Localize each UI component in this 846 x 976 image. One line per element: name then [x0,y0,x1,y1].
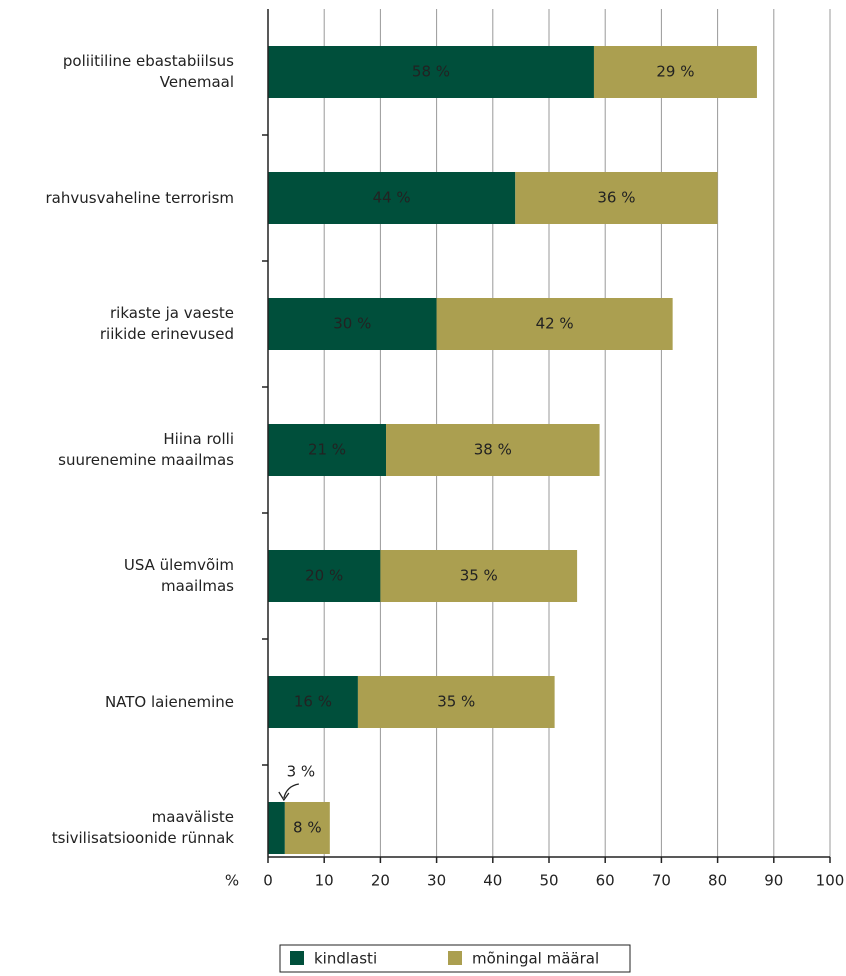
category-label: NATO laienemine [104,692,234,711]
value-label: 35 % [437,693,475,711]
bar-segment [386,424,600,476]
x-tick-label: 90 [764,872,783,890]
bar-segment [268,676,358,728]
value-label: 3 % [287,763,316,781]
bar-segment [268,172,516,224]
value-label: 36 % [597,189,635,207]
value-label: 29 % [656,63,694,81]
bar-segment [268,550,381,602]
x-tick-label: 10 [315,872,334,890]
x-tick-label: 100 [816,872,845,890]
bar-segment [357,676,555,728]
category-label: maaväliste tsivilisatsioonide rünnak [51,808,234,847]
annotation-arrow [283,783,299,799]
value-label: 44 % [373,189,411,207]
value-label: 35 % [460,567,498,585]
category-label: rikaste ja vaeste riikide erinevused [99,304,234,343]
bar-segment [268,46,594,98]
bar-segment [515,172,718,224]
x-tick-label: 60 [596,872,615,890]
x-tick-label: 30 [427,872,446,890]
bar-segment [268,802,285,854]
value-label: 21 % [308,441,346,459]
legend-label: mõningal määral [472,950,599,968]
legend-swatch [448,951,462,965]
bar-segment [593,46,757,98]
bar-segment [268,424,387,476]
bar-segment [284,802,330,854]
bar-segment [380,550,578,602]
bar-segment [436,298,673,350]
category-label: poliitiline ebastabiilsus Venemaal [62,52,234,91]
x-tick-label: 0 [263,872,273,890]
x-tick-label: 50 [539,872,558,890]
category-label: Hiina rolli suurenemine maailmas [58,430,234,469]
value-label: 30 % [333,315,371,333]
value-label: 16 % [294,693,332,711]
category-label: rahvusvaheline terrorism [45,188,235,207]
x-tick-label: 70 [652,872,671,890]
x-axis-label: % [225,872,239,890]
annotation-arrowhead [278,791,290,802]
x-tick-label: 40 [483,872,502,890]
value-label: 58 % [412,63,450,81]
value-label: 8 % [293,819,322,837]
value-label: 38 % [474,441,512,459]
legend-swatch [290,951,304,965]
value-label: 20 % [305,567,343,585]
bar-segment [268,298,437,350]
legend-label: kindlasti [314,950,377,968]
x-tick-label: 80 [708,872,727,890]
x-tick-label: 20 [371,872,390,890]
value-label: 42 % [536,315,574,333]
category-label: USA ülemvõim maailmas [123,556,234,595]
